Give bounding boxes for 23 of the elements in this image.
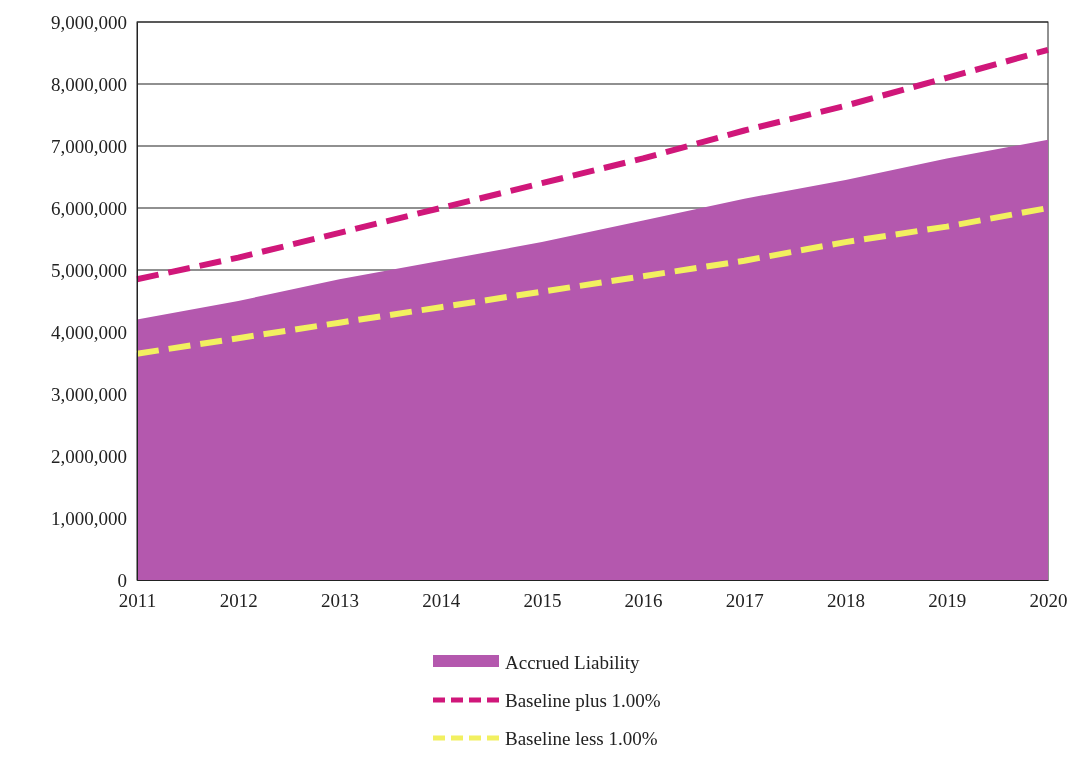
- x-tick-label: 2017: [725, 590, 764, 612]
- y-tick-label: 4,000,000: [51, 321, 127, 343]
- legend-label: Accrued Liability: [505, 652, 641, 673]
- legend-label: Baseline plus 1.00%: [505, 690, 661, 711]
- y-tick-label: 8,000,000: [51, 73, 127, 95]
- y-tick-label: 2,000,000: [51, 445, 127, 467]
- y-tick-label: 1,000,000: [51, 507, 127, 529]
- x-tick-label: 2014: [422, 590, 461, 612]
- x-tick-label: 2012: [219, 590, 258, 612]
- y-tick-label: 5,000,000: [51, 259, 127, 281]
- legend-label: Baseline less 1.00%: [505, 728, 658, 749]
- x-tick-label: 2019: [928, 590, 967, 612]
- x-tick-label: 2013: [320, 590, 359, 612]
- y-tick-label: 6,000,000: [51, 197, 127, 219]
- x-tick-label: 2016: [624, 590, 663, 612]
- y-tick-label: 3,000,000: [51, 383, 127, 405]
- x-tick-label: 2018: [827, 590, 866, 612]
- y-tick-label: 9,000,000: [51, 11, 127, 33]
- y-tick-label: 0: [117, 569, 127, 591]
- y-tick-label: 7,000,000: [51, 135, 127, 157]
- x-tick-label: 2020: [1029, 590, 1068, 612]
- x-tick-label: 2015: [523, 590, 562, 612]
- x-tick-label: 2011: [118, 590, 157, 612]
